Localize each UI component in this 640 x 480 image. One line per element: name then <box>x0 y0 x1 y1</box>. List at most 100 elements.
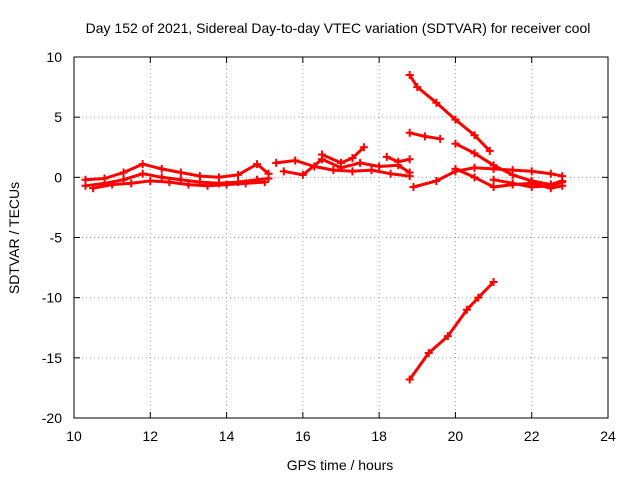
data-point-marker <box>451 164 460 173</box>
data-point-marker <box>108 180 117 189</box>
data-point-marker <box>253 160 262 169</box>
data-point-marker <box>546 181 555 190</box>
y-axis-label: SDTVAR / TECUs <box>6 182 22 294</box>
data-point-marker <box>81 175 90 184</box>
series-track-2 <box>81 160 273 184</box>
data-point-marker <box>359 143 368 152</box>
axis-ticks: 10 12 14 16 18 20 22 24 -20 -15 -10 -5 0 5 10 <box>42 49 616 444</box>
series-track-3 <box>89 176 269 193</box>
series-track-8 <box>405 71 494 155</box>
x-tick-label: 24 <box>600 428 616 444</box>
data-point-marker <box>279 167 288 176</box>
data-point-marker <box>375 162 384 171</box>
data-point-marker <box>214 173 223 182</box>
series-line <box>91 179 267 190</box>
data-point-marker <box>329 166 338 175</box>
data-point-marker <box>241 179 250 188</box>
data-point-marker <box>546 169 555 178</box>
y-tick-label: -5 <box>50 230 63 246</box>
data-point-marker <box>138 160 147 169</box>
data-point-marker <box>291 156 300 165</box>
data-point-marker <box>470 149 479 158</box>
x-tick-label: 22 <box>524 428 540 444</box>
data-point-marker <box>405 168 414 177</box>
data-point-marker <box>405 375 414 384</box>
x-tick-label: 12 <box>142 428 158 444</box>
data-point-marker <box>409 182 418 191</box>
data-point-marker <box>558 178 567 187</box>
data-point-marker <box>432 176 441 185</box>
x-tick-label: 18 <box>371 428 387 444</box>
data-point-marker <box>127 179 136 188</box>
data-point-marker <box>195 172 204 181</box>
data-point-marker <box>382 152 391 161</box>
series-track-14 <box>405 278 498 384</box>
x-tick-label: 20 <box>448 428 464 444</box>
y-tick-label: 5 <box>54 109 62 125</box>
data-point-marker <box>527 167 536 176</box>
data-point-marker <box>470 163 479 172</box>
data-point-marker <box>394 157 403 166</box>
data-point-marker <box>424 349 433 358</box>
series-track-5 <box>279 155 414 179</box>
data-point-marker <box>272 158 281 167</box>
data-point-marker <box>146 176 155 185</box>
data-point-marker <box>432 98 441 107</box>
data-point-marker <box>348 154 357 163</box>
data-point-marker <box>462 305 471 314</box>
data-point-marker <box>119 168 128 177</box>
y-tick-label: -15 <box>42 350 62 366</box>
data-point-marker <box>264 169 273 178</box>
data-point-marker <box>356 158 365 167</box>
data-point-marker <box>474 293 483 302</box>
data-series <box>81 71 567 384</box>
data-point-marker <box>405 71 414 80</box>
data-point-marker <box>436 134 445 143</box>
series-track-13 <box>489 175 567 191</box>
y-tick-label: 0 <box>54 169 62 185</box>
x-tick-label: 14 <box>219 428 235 444</box>
data-point-marker <box>203 181 212 190</box>
series-track-7 <box>382 152 414 166</box>
data-point-marker <box>157 164 166 173</box>
data-point-marker <box>298 170 307 179</box>
data-point-marker <box>405 128 414 137</box>
y-tick-label: 10 <box>46 49 62 65</box>
data-point-marker <box>386 169 395 178</box>
series-track-11 <box>409 163 567 191</box>
data-point-marker <box>470 173 479 182</box>
series-line <box>408 280 496 381</box>
data-point-marker <box>420 132 429 141</box>
data-point-marker <box>317 150 326 159</box>
data-point-marker <box>157 173 166 182</box>
series-line <box>320 145 366 165</box>
x-tick-label: 10 <box>66 428 82 444</box>
data-point-marker <box>89 184 98 193</box>
data-point-marker <box>260 178 269 187</box>
data-point-marker <box>234 170 243 179</box>
data-point-marker <box>138 169 147 178</box>
y-tick-label: -10 <box>42 290 62 306</box>
data-point-marker <box>485 146 494 155</box>
chart-title: Day 152 of 2021, Sidereal Day-to-day VTE… <box>86 20 591 36</box>
series-track-9 <box>405 128 445 143</box>
series-line <box>408 73 492 153</box>
data-point-marker <box>348 167 357 176</box>
data-point-marker <box>489 175 498 184</box>
data-point-marker <box>184 180 193 189</box>
data-point-marker <box>165 178 174 187</box>
data-point-marker <box>405 155 414 164</box>
data-point-marker <box>470 131 479 140</box>
data-point-marker <box>489 164 498 173</box>
data-point-marker <box>508 166 517 175</box>
x-tick-label: 16 <box>295 428 311 444</box>
data-point-marker <box>413 83 422 92</box>
data-point-marker <box>508 179 517 188</box>
data-point-marker <box>527 182 536 191</box>
data-point-marker <box>489 278 498 287</box>
series-track-6 <box>317 143 368 167</box>
data-point-marker <box>176 168 185 177</box>
x-axis-label: GPS time / hours <box>287 457 394 473</box>
